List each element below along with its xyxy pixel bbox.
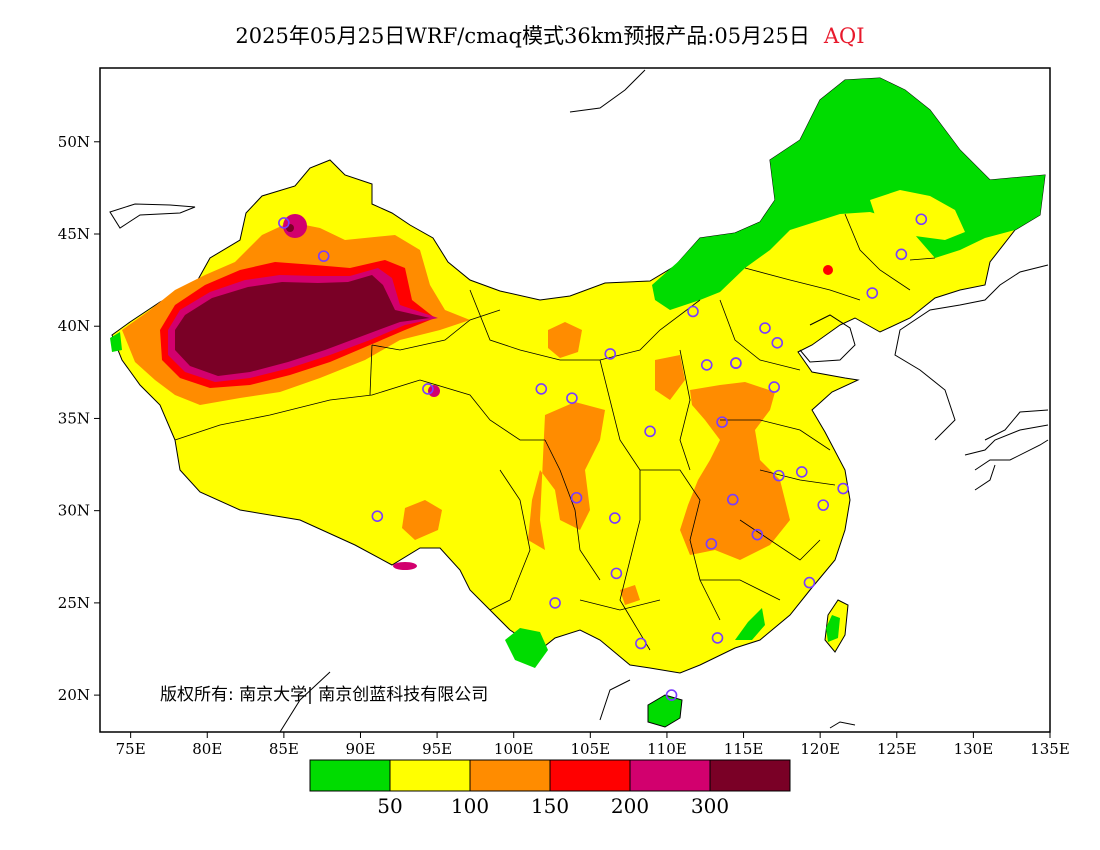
lon-tick-label-8: 115E [724, 740, 764, 758]
legend-swatch-2 [469, 759, 551, 792]
station-marker-13 [700, 359, 713, 371]
lon-tick-label-9: 120E [800, 740, 840, 758]
station-marker-25 [837, 482, 849, 495]
tibet-sensitive-zone [402, 500, 442, 540]
copyright-notice: 版权所有: 南京大学| 南京创蓝科技有限公司 [160, 685, 489, 705]
northeast-good-zone [652, 78, 1045, 310]
station-marker-9 [609, 512, 621, 524]
legend-label-2: 150 [531, 794, 569, 818]
legend-label-3: 200 [611, 794, 649, 818]
station-marker-6 [604, 348, 617, 360]
station-marker-27 [711, 632, 724, 644]
taiwan-good-zone [826, 615, 840, 642]
junggar-hazardous-hotspot [286, 224, 294, 232]
china-land-region [111, 77, 1046, 674]
station-marker-17 [768, 381, 780, 393]
neighbor-coastlines [109, 69, 1049, 732]
hainan-island [647, 694, 683, 728]
station-marker-12 [644, 425, 656, 438]
lat-tick-label-6: 50N [58, 133, 90, 151]
station-marker-21 [751, 528, 764, 541]
junggar-very-unhealthy-hotspot [283, 214, 307, 238]
monitoring-stations [278, 213, 928, 701]
station-marker-11 [549, 597, 561, 609]
lon-tick-label-1: 80E [192, 740, 222, 758]
lon-tick-label-4: 95E [422, 740, 452, 758]
station-marker-30 [866, 287, 879, 299]
station-marker-33 [730, 357, 742, 369]
lon-tick-label-5: 100E [494, 740, 534, 758]
lon-tick-label-10: 125E [877, 740, 917, 758]
lon-tick-label-2: 85E [269, 740, 299, 758]
lat-tick-label-5: 45N [58, 225, 90, 243]
lat-tick-label-2: 30N [58, 502, 90, 520]
plot-frame [99, 67, 1051, 733]
station-marker-19 [727, 493, 739, 506]
station-marker-7 [687, 305, 699, 318]
station-marker-24 [817, 499, 830, 511]
yunnan-good-zone [505, 628, 548, 668]
lat-tick-label-4: 40N [58, 317, 90, 335]
central-sensitive-zone [680, 382, 790, 560]
station-marker-23 [795, 466, 808, 478]
legend-swatch-1 [389, 759, 471, 792]
legend-label-4: 300 [691, 794, 729, 818]
lat-tick-label-3: 35N [58, 409, 90, 427]
product-label: AQI [823, 24, 865, 48]
station-marker-10 [610, 567, 623, 580]
province-boundaries [174, 213, 936, 651]
station-marker-22 [772, 469, 785, 482]
station-marker-18 [716, 416, 728, 428]
tibet-south-very-unhealthy-hotspot [393, 562, 417, 570]
station-marker-5 [566, 392, 578, 404]
station-marker-29 [665, 689, 678, 701]
station-marker-1 [278, 217, 290, 229]
station-marker-16 [771, 337, 784, 349]
lon-tick-label-7: 110E [647, 740, 687, 758]
aqi-color-legend: 50 100 150 200 300 [309, 759, 791, 818]
legend-swatch-4 [629, 759, 711, 792]
lon-tick-label-6: 105E [571, 740, 611, 758]
station-marker-28 [635, 637, 647, 650]
sichuan-sensitive-zone [528, 402, 605, 550]
lat-tick-label-0: 20N [58, 686, 90, 704]
map-title-text: 2025年05月25日WRF/cmaq模式36km预报产品:05月25日 [235, 24, 810, 48]
lon-tick-label-11: 130E [954, 740, 994, 758]
legend-swatch-0 [309, 759, 391, 792]
longitude-axis: 75E 80E 85E 90E 95E 100E 105E 110E 115E 120E 125E 1… [116, 732, 1070, 758]
station-marker-31 [895, 248, 908, 261]
legend-swatch-3 [549, 759, 631, 792]
lon-tick-label-12: 135E [1030, 740, 1070, 758]
station-marker-15 [759, 322, 771, 334]
north-china-sensitive-zone [655, 355, 685, 400]
far-west-good-zone [110, 332, 122, 352]
station-marker-8 [570, 491, 583, 504]
station-marker-2 [371, 510, 384, 523]
map-title: 2025年05月25日WRF/cmaq模式36km预报产品:05月25日 AQI [0, 20, 1100, 50]
south-coast-good-zone [735, 608, 765, 640]
legend-label-0: 50 [377, 794, 402, 818]
station-marker-0 [317, 250, 330, 262]
station-marker-3 [422, 383, 434, 395]
lat-tick-label-1: 25N [58, 594, 90, 612]
legend-label-1: 100 [451, 794, 489, 818]
latitude-axis: 20N 25N 30N 35N 40N 45N 50N [58, 133, 100, 704]
qinghai-very-unhealthy-hotspot [428, 385, 440, 397]
taklamakan-hazardous-zone [175, 275, 430, 376]
lon-tick-label-3: 90E [345, 740, 375, 758]
qaidam-sensitive-zone [548, 322, 582, 358]
northeast-unhealthy-hotspot [823, 265, 833, 275]
lon-tick-label-0: 75E [116, 740, 146, 758]
legend-swatch-5 [709, 759, 791, 792]
map-plot-area [109, 69, 1049, 732]
station-marker-4 [535, 383, 548, 395]
guangxi-sensitive-zone [620, 585, 640, 605]
station-marker-32 [915, 213, 928, 226]
station-marker-26 [803, 576, 816, 589]
station-marker-20 [705, 538, 718, 550]
